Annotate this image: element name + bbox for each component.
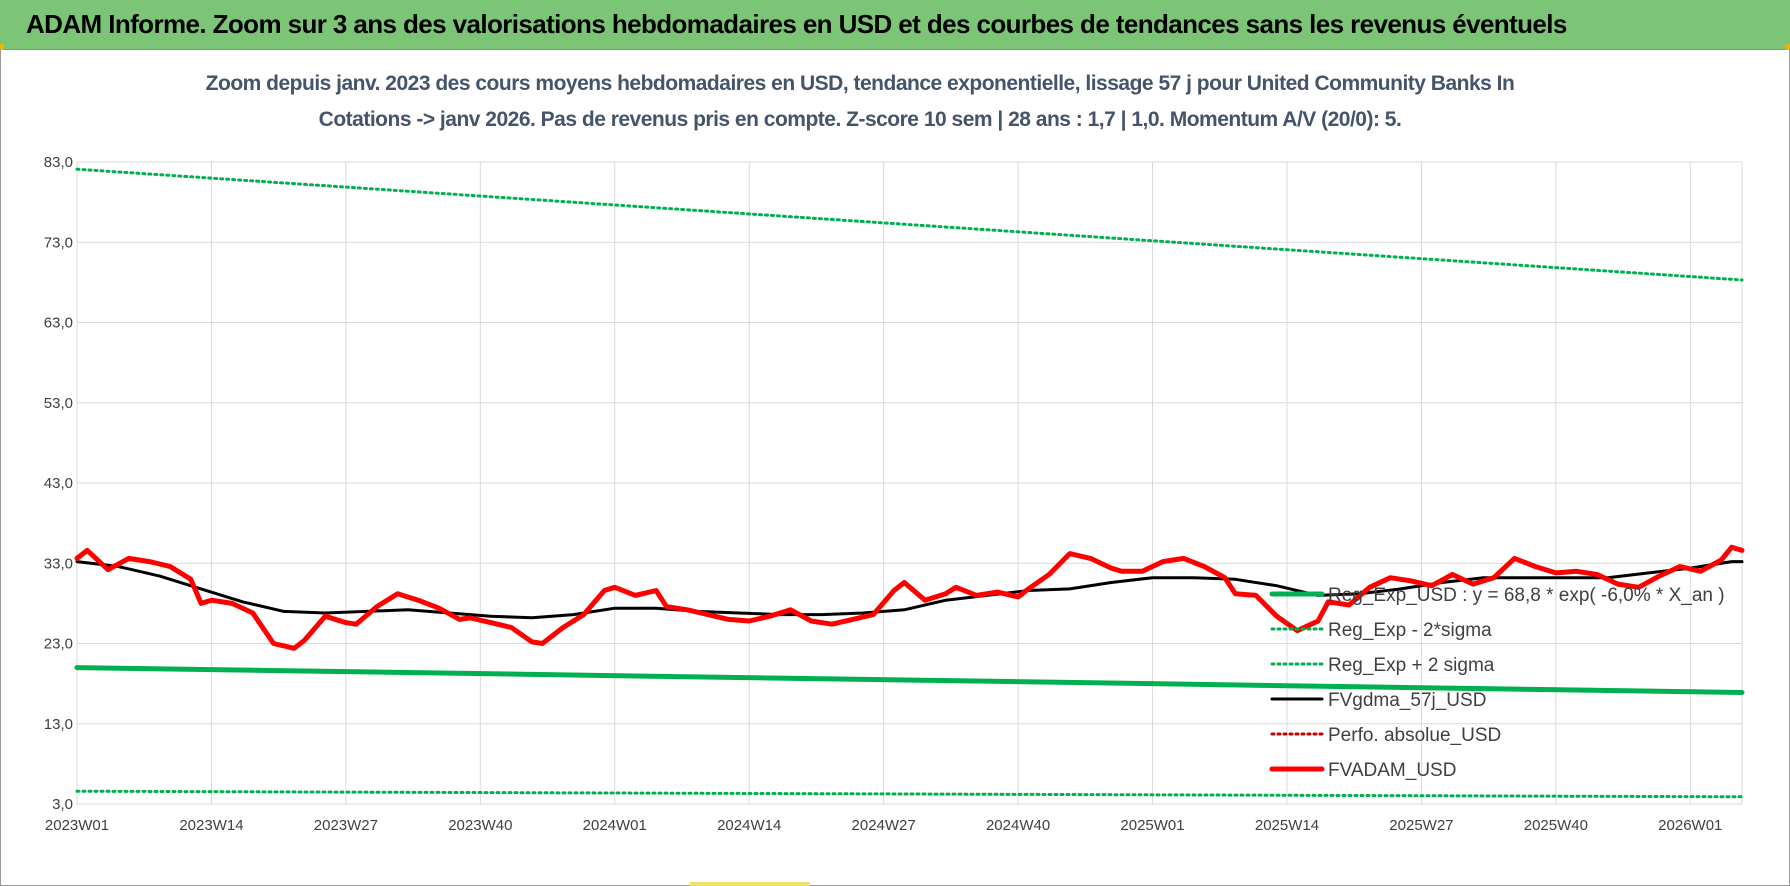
x-tick-label: 2025W01: [1120, 817, 1184, 834]
y-tick-label: 43,0: [44, 475, 73, 492]
x-tick-label: 2023W01: [45, 817, 109, 834]
legend-label: FVgdma_57j_USD: [1328, 690, 1486, 711]
legend-label: Reg_Exp + 2 sigma: [1328, 655, 1495, 676]
x-tick-label: 2023W27: [314, 817, 378, 834]
x-tick-label: 2025W27: [1389, 817, 1453, 834]
x-tick-label: 2024W14: [717, 817, 781, 834]
y-tick-label: 63,0: [44, 315, 73, 332]
x-tick-label: 2026W01: [1658, 817, 1722, 834]
x-tick-label: 2024W01: [583, 817, 647, 834]
y-tick-label: 53,0: [44, 395, 73, 412]
legend-label: Perfo. absolue_USD: [1328, 725, 1501, 746]
bottom-marker: [690, 882, 810, 886]
chart-title: Zoom depuis janv. 2023 des cours moyens …: [205, 72, 1515, 95]
y-tick-label: 3,0: [52, 796, 73, 813]
x-tick-label: 2024W27: [852, 817, 916, 834]
x-tick-label: 2023W40: [448, 817, 512, 834]
x-tick-label: 2025W40: [1524, 817, 1588, 834]
vertical-gridlines: [76, 162, 1743, 804]
legend-label: Reg_Exp - 2*sigma: [1328, 620, 1492, 641]
legend-label: FVADAM_USD: [1328, 760, 1456, 781]
series-line-1: [75, 789, 1744, 799]
x-tick-label: 2023W14: [179, 817, 243, 834]
y-tick-label: 13,0: [44, 716, 73, 733]
x-tick-label: 2024W40: [986, 817, 1050, 834]
y-tick-label: 83,0: [44, 154, 73, 171]
series-lines: [74, 167, 1745, 799]
corner-marker-right: [1786, 44, 1790, 50]
y-tick-label: 73,0: [44, 234, 73, 251]
x-tick-label: 2025W14: [1255, 817, 1319, 834]
series-line-0: [74, 665, 1745, 695]
corner-marker-left: [0, 44, 4, 50]
page-title: ADAM Informe. Zoom sur 3 ans des valoris…: [26, 9, 1567, 39]
series-line-2: [75, 167, 1744, 282]
y-axis-ticks: 83,0 73,0 63,0 53,0 43,0 33,0 23,0 13,0 3,0: [44, 154, 73, 813]
header-banner: ADAM Informe. Zoom sur 3 ans des valoris…: [0, 0, 1790, 50]
series-line-5: [74, 544, 1745, 651]
chart-subtitle: Cotations -> janv 2026. Pas de revenus p…: [318, 108, 1402, 131]
x-axis-ticks: 2023W01 2023W14 2023W27 2023W40 2024W01 2024W…: [45, 817, 1723, 834]
horizontal-gridlines: [77, 161, 1742, 805]
legend-label: Reg_Exp_USD : y = 68,8 * exp( -6,0% * X_…: [1328, 585, 1725, 606]
legend: Reg_Exp_USD : y = 68,8 * exp( -6,0% * X_…: [1269, 585, 1725, 781]
y-tick-label: 23,0: [44, 636, 73, 653]
y-tick-label: 33,0: [44, 555, 73, 572]
